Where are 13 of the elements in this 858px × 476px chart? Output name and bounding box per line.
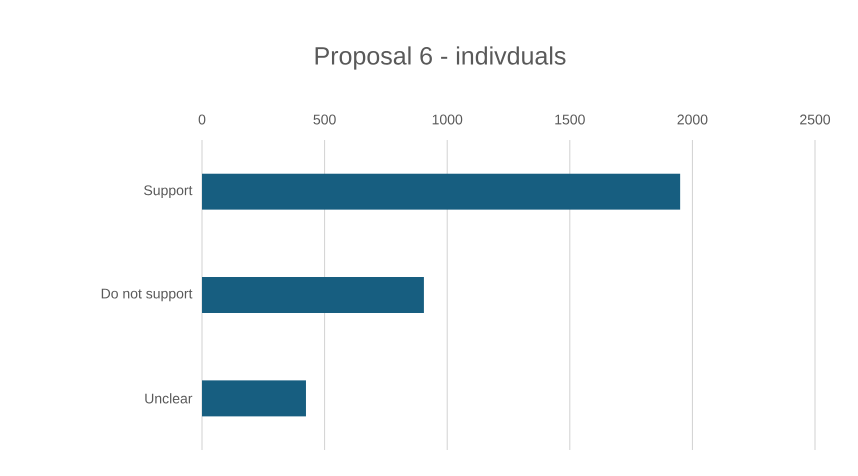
y-tick-label: Support <box>144 185 192 198</box>
x-tick-label: 0 <box>198 114 206 124</box>
x-tick-label: 1000 <box>432 114 462 124</box>
bar <box>202 174 680 210</box>
bar <box>202 277 424 314</box>
chart-title: Proposal 6 - indivduals <box>316 46 566 70</box>
x-tick-label: 1500 <box>555 114 585 124</box>
y-tick-label: Do not support <box>102 288 192 302</box>
x-tick-label: 500 <box>313 114 336 124</box>
x-tick-label: 2000 <box>678 114 708 124</box>
x-tick-label: 2500 <box>800 114 830 124</box>
y-tick-label: Unclear <box>145 393 192 404</box>
bar <box>202 380 306 416</box>
